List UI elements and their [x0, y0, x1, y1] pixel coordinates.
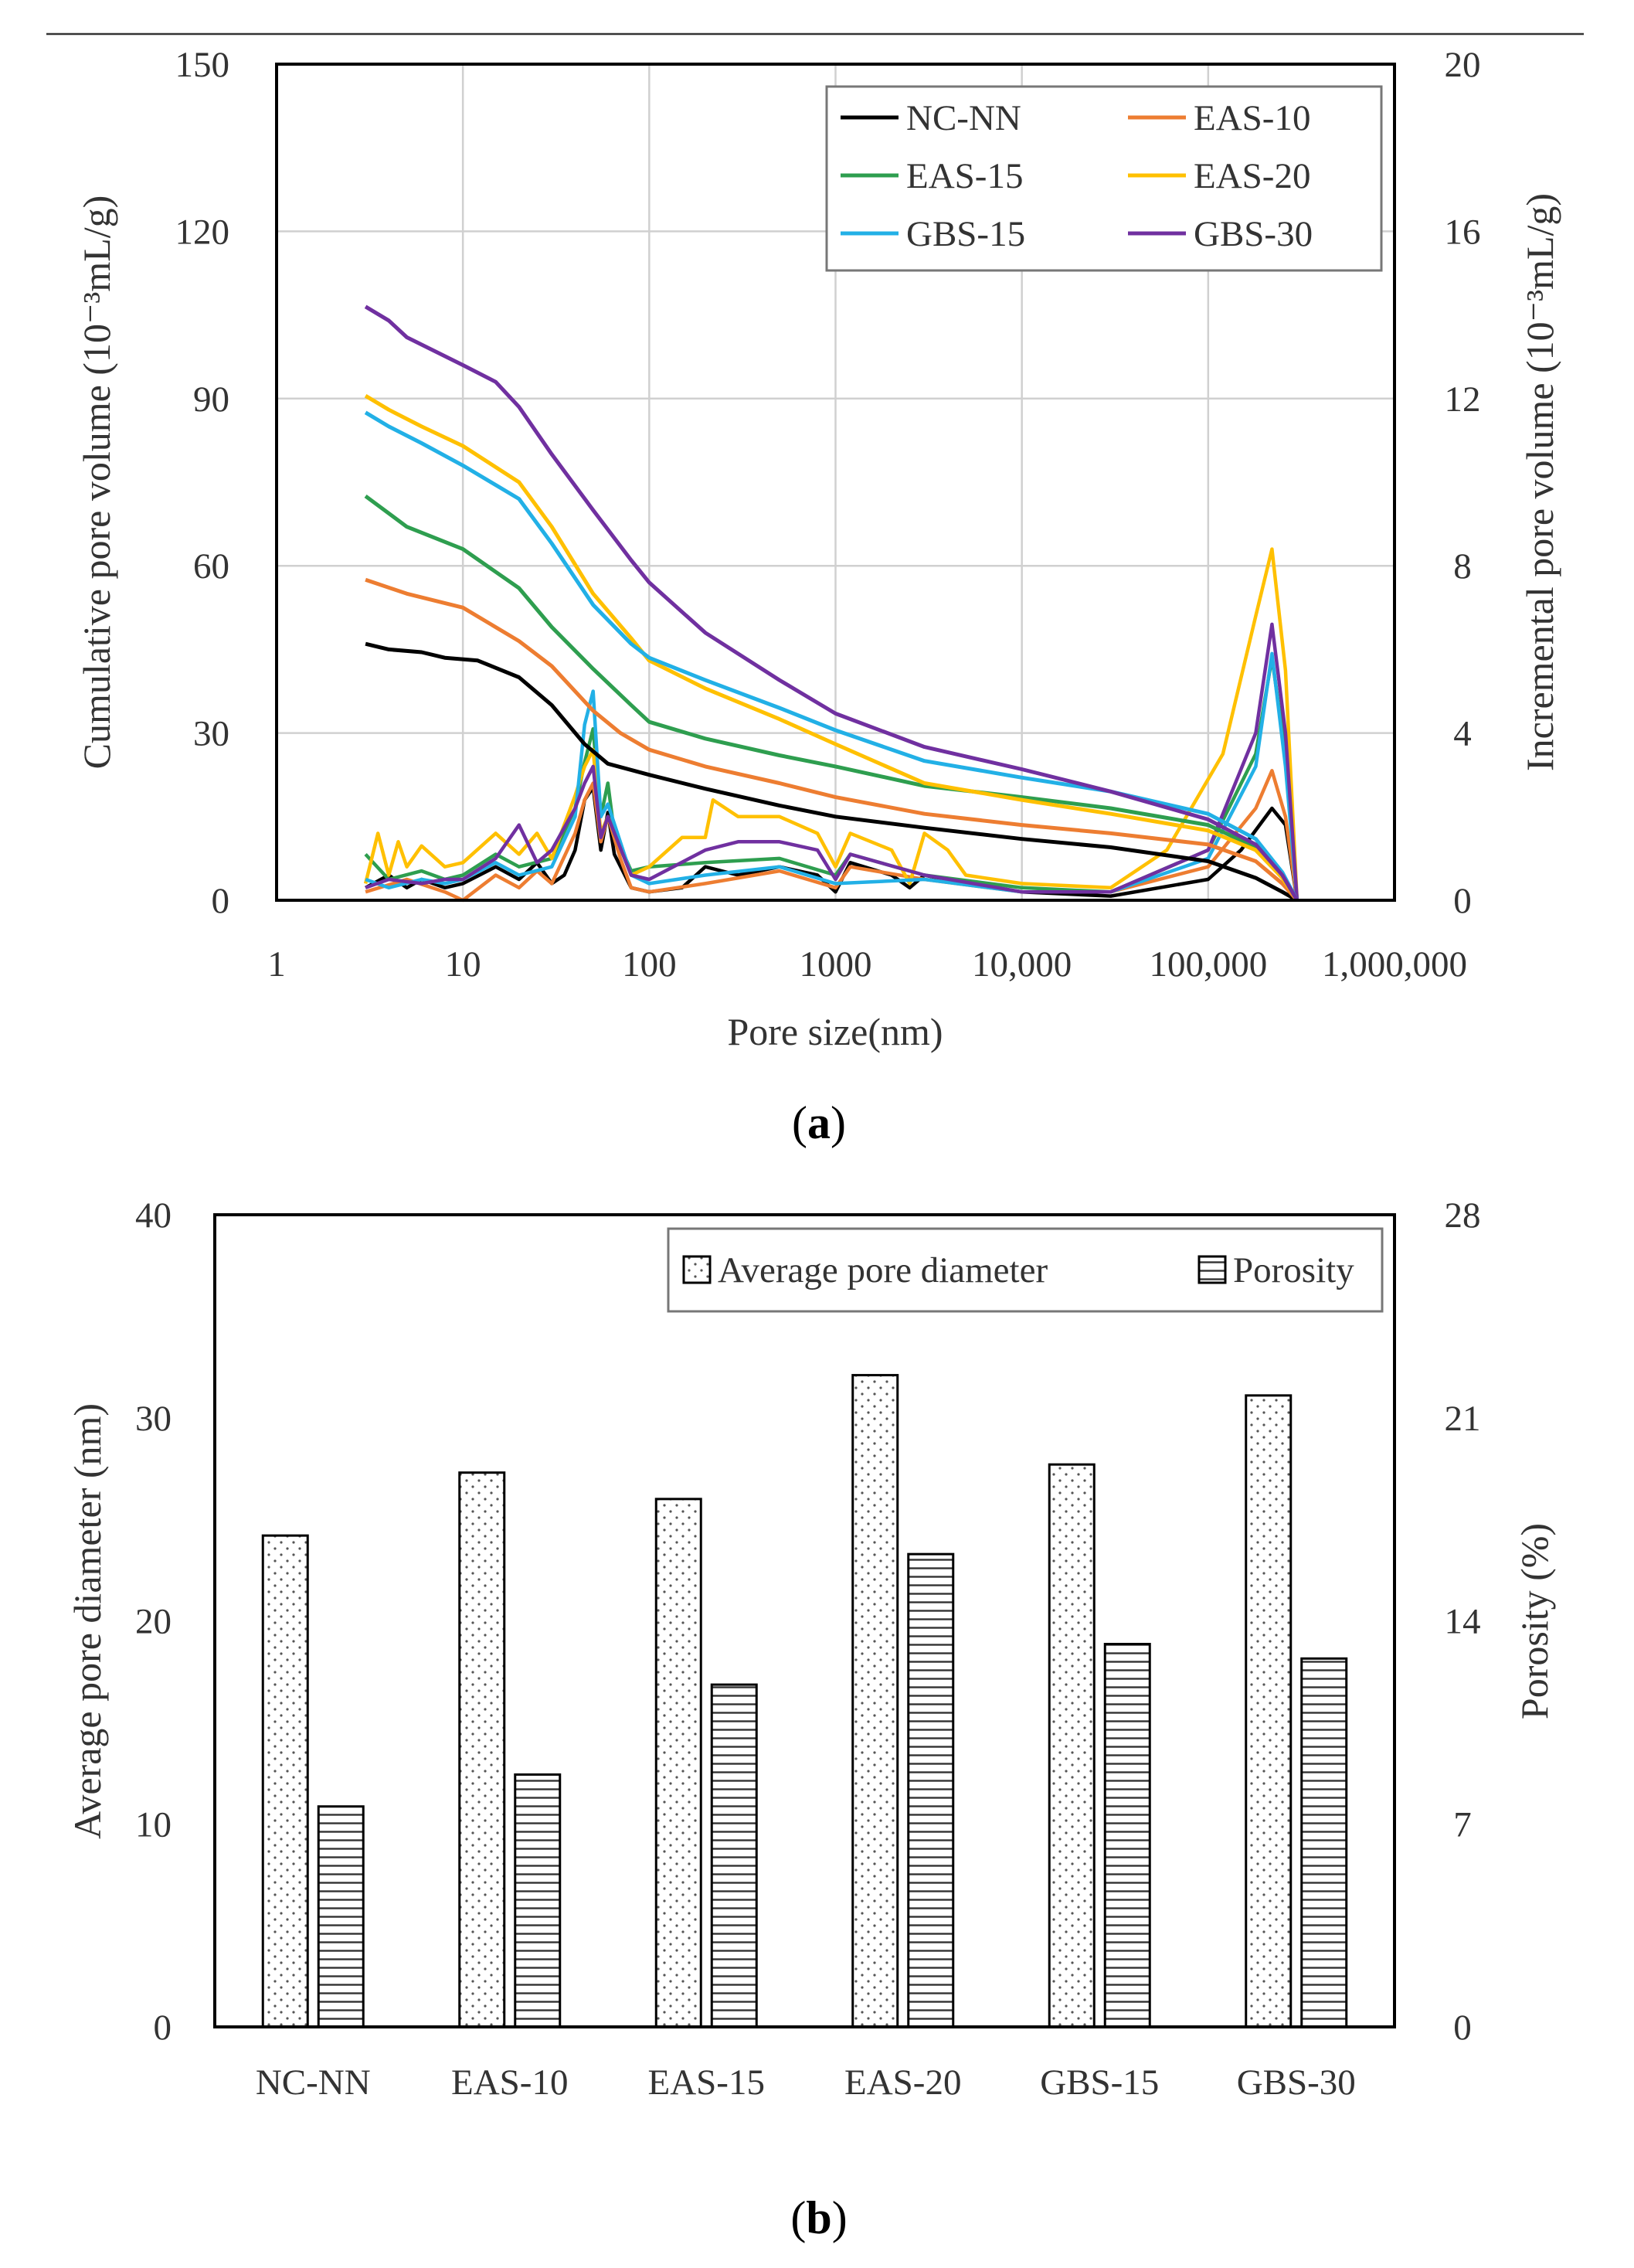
plot-frame: [213, 1213, 1396, 2028]
panel-b-caption: (b): [790, 2192, 847, 2243]
y2-tick-label: 0: [1453, 881, 1472, 921]
legend-label-average-pore-diameter: Average pore diameter: [718, 1250, 1048, 1290]
y2-tick-label: 20: [1445, 45, 1481, 85]
y-tick-label: 30: [135, 1399, 172, 1439]
y-tick-label: 40: [135, 1195, 172, 1236]
y2-tick-label: 14: [1445, 1602, 1481, 1642]
y-tick-label: 10: [135, 1804, 172, 1845]
x-tick-labels: NC-NN EAS-10 EAS-15 EAS-20 GBS-15 GBS-30: [256, 2062, 1356, 2103]
x-tick-label: 100,000: [1149, 944, 1267, 984]
legend-box: [825, 85, 1383, 272]
bar-porosity-nc-nn: [317, 1805, 365, 2028]
x-tick-labels: 1 10 100 1000 10,000 100,000 1,000,000: [267, 944, 1467, 984]
bar-average-pore-diameter-eas-15: [654, 1498, 702, 2028]
bar-average-pore-diameter-eas-20: [851, 1374, 899, 2028]
legend-entries: Average pore diameter Porosity: [682, 1250, 1354, 1290]
cumulative-line-gbs-30: [364, 304, 1299, 902]
legend-label-eas-20: EAS-20: [1194, 156, 1310, 196]
y2-tick-label: 16: [1445, 212, 1481, 252]
y-axis-label: Average pore diameter (nm): [66, 1403, 109, 1839]
bar-porosity-eas-15: [710, 1683, 758, 2028]
y2-axis-label: Porosity (%): [1513, 1523, 1556, 1719]
x-tick-label: 10,000: [972, 944, 1072, 984]
legend-label-nc-nn: NC-NN: [906, 98, 1021, 138]
incremental-line-eas-10: [365, 769, 1299, 903]
bar-porosity-eas-10: [514, 1773, 562, 2028]
x-axis-label: Pore size(nm): [727, 1010, 943, 1053]
y-tick-label: 120: [175, 212, 230, 252]
y2-tick-label: 28: [1445, 1195, 1481, 1236]
cumulative-line-eas-10: [365, 577, 1299, 902]
x-tick-label: 10: [445, 944, 481, 984]
y-tick-labels: 0 30 60 90 120 150: [175, 45, 230, 921]
incremental-line-gbs-30: [365, 622, 1299, 901]
x-tick-label: GBS-15: [1040, 2062, 1159, 2103]
bar-porosity-gbs-15: [1103, 1643, 1151, 2028]
y-tick-label: 20: [135, 1602, 172, 1642]
x-tick-label: NC-NN: [256, 2062, 371, 2103]
y2-tick-labels: 0 4 8 12 16 20: [1445, 45, 1481, 921]
y2-tick-label: 4: [1453, 714, 1472, 754]
panel-b-bar-chart: NC-NN EAS-10 EAS-15 EAS-20 GBS-15 GBS-30 0 10 2…: [66, 1195, 1556, 2243]
y2-tick-label: 12: [1445, 379, 1481, 420]
incremental-line-eas-20: [363, 547, 1299, 901]
incremental-line-gbs-15: [365, 651, 1299, 901]
legend: NC-NN EAS-10 EAS-15 EAS-20 GBS-15 GBS-30: [825, 85, 1383, 272]
incremental-line-eas-15: [364, 655, 1299, 901]
legend-label-eas-15: EAS-15: [906, 156, 1023, 196]
x-tick-label: 1000: [800, 944, 872, 984]
legend-label-eas-10: EAS-10: [1194, 98, 1310, 138]
legend-entries: NC-NN EAS-10 EAS-15 EAS-20 GBS-15 GBS-30: [841, 98, 1313, 254]
legend-swatch-porosity: [1197, 1255, 1227, 1284]
legend-swatch-average-pore-diameter: [682, 1255, 712, 1284]
plot-frame: [275, 63, 1396, 902]
bar-average-pore-diameter-gbs-15: [1048, 1463, 1096, 2028]
y2-tick-labels: 0 7 14 21 28: [1445, 1195, 1481, 2048]
panel-a-caption: (a): [792, 1097, 846, 1148]
y-tick-label: 0: [154, 2008, 172, 2048]
bar-average-pore-diameter-gbs-30: [1245, 1394, 1293, 2028]
y2-tick-label: 0: [1453, 2008, 1472, 2048]
y-tick-label: 150: [175, 45, 230, 85]
y-tick-labels: 0 10 20 30 40: [135, 1195, 172, 2048]
x-tick-label: 1: [267, 944, 286, 984]
legend-label-porosity: Porosity: [1233, 1250, 1354, 1290]
y-tick-label: 30: [193, 714, 229, 754]
x-tick-label: 100: [622, 944, 677, 984]
legend-label-gbs-30: GBS-30: [1194, 214, 1313, 254]
cumulative-line-eas-20: [364, 394, 1299, 902]
x-tick-label: EAS-15: [648, 2062, 765, 2103]
x-tick-label: GBS-30: [1237, 2062, 1356, 2103]
legend-label-gbs-15: GBS-15: [906, 214, 1025, 254]
cumulative-line-nc-nn: [365, 641, 1299, 903]
bar-average-pore-diameter-eas-10: [458, 1471, 506, 2028]
y2-tick-label: 8: [1453, 546, 1472, 587]
y-tick-label: 90: [193, 379, 229, 420]
y-axis-label: Cumulative pore volume (10⁻³mL/g): [75, 196, 118, 770]
y2-tick-label: 7: [1453, 1804, 1472, 1845]
panel-a-line-chart: 1 10 100 1000 10,000 100,000 1,000,000 0 30 60 90…: [75, 45, 1561, 1148]
bars: [261, 1374, 1348, 2028]
cumulative-line-gbs-15: [364, 410, 1299, 902]
x-tick-label: EAS-20: [844, 2062, 961, 2103]
x-tick-label: 1,000,000: [1322, 944, 1467, 984]
legend-box: [667, 1227, 1384, 1313]
bar-average-pore-diameter-nc-nn: [261, 1534, 309, 2028]
cumulative-line-eas-15: [364, 494, 1299, 902]
y2-tick-label: 21: [1445, 1399, 1481, 1439]
y2-axis-label: Incremental pore volume (10⁻³mL/g): [1518, 193, 1561, 771]
bar-porosity-eas-20: [907, 1552, 955, 2028]
bar-porosity-gbs-30: [1300, 1657, 1348, 2028]
y-tick-label: 60: [193, 546, 229, 587]
y-tick-label: 0: [212, 881, 230, 921]
legend: Average pore diameter Porosity: [667, 1227, 1384, 1313]
x-tick-label: EAS-10: [451, 2062, 568, 2103]
series-lines: [363, 304, 1299, 903]
